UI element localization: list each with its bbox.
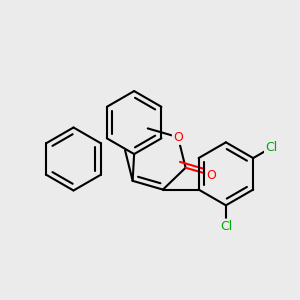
Text: Cl: Cl bbox=[265, 141, 278, 154]
Text: O: O bbox=[206, 169, 216, 182]
Text: Cl: Cl bbox=[220, 220, 232, 233]
Text: O: O bbox=[173, 131, 183, 144]
